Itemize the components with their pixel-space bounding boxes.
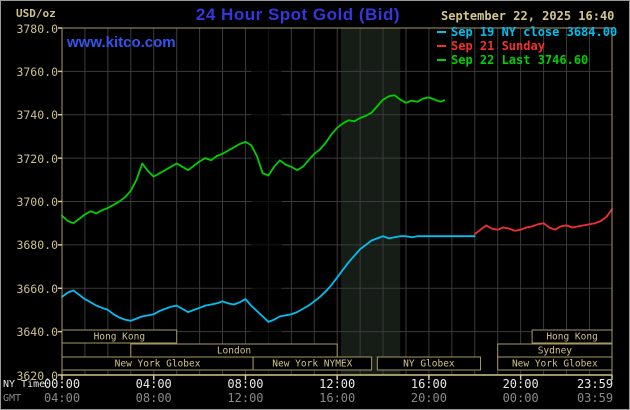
legend-label: Sep 19 NY close 3684.00 bbox=[451, 25, 618, 39]
y-tick-label: 3640.0 bbox=[16, 325, 58, 340]
session-label: New York Globex bbox=[512, 359, 598, 370]
session-label: New York Globex bbox=[115, 359, 201, 370]
x-tick-label-gmt: 00:00 bbox=[502, 391, 539, 405]
session-label: Sydney bbox=[538, 346, 573, 357]
x-tick-label-gmt: 20:00 bbox=[410, 391, 447, 405]
legend-swatch bbox=[437, 31, 446, 33]
chart-title: 24 Hour Spot Gold (Bid) bbox=[195, 5, 401, 24]
x-tick-label-ny: 16:00 bbox=[410, 377, 447, 391]
legend-item: Sep 19 NY close 3684.00 bbox=[437, 25, 617, 39]
session-label: London bbox=[217, 346, 251, 357]
y-axis-unit-label: USD/oz bbox=[16, 7, 56, 20]
y-tick-label: 3660.0 bbox=[16, 281, 58, 296]
series-line-2 bbox=[61, 94, 446, 225]
chart-legend: Sep 19 NY close 3684.00 Sep 21 Sunday Sep … bbox=[437, 25, 617, 67]
x-tick-label-ny: 20:00 bbox=[502, 377, 539, 391]
session-label: New York NYMEX bbox=[272, 359, 352, 370]
session-label: NY Globex bbox=[403, 359, 455, 370]
ny-time-axis-label: NY Time bbox=[3, 379, 46, 390]
gmt-axis-label: GMT bbox=[3, 393, 22, 404]
x-tick-label-ny: 00:00 bbox=[43, 377, 81, 391]
x-tick-label-gmt: 04:00 bbox=[43, 391, 81, 405]
x-tick-label-ny: 12:00 bbox=[319, 377, 356, 391]
legend-label: Sep 22 Last 3746.60 bbox=[451, 53, 589, 67]
x-tick-label-gmt: 16:00 bbox=[319, 391, 356, 405]
session-box bbox=[252, 356, 373, 371]
x-tick-label-gmt: 08:00 bbox=[135, 391, 172, 405]
x-tick-label-ny: 23:59 bbox=[576, 377, 614, 391]
legend-item: Sep 22 Last 3746.60 bbox=[437, 53, 617, 67]
legend-label: Sep 21 Sunday bbox=[451, 39, 545, 53]
x-tick-label-ny: 08:00 bbox=[227, 377, 264, 391]
y-tick-label: 3720.0 bbox=[16, 151, 58, 166]
series-line-1 bbox=[473, 208, 613, 235]
y-tick-label: 3780.0 bbox=[16, 21, 58, 36]
session-shade-band bbox=[251, 28, 282, 375]
datetime-label: September 22, 2025 16:40 bbox=[441, 9, 615, 23]
kitco-watermark-link[interactable]: www.kitco.com bbox=[67, 34, 176, 51]
legend-item: Sep 21 Sunday bbox=[437, 39, 617, 53]
x-tick-label-gmt: 12:00 bbox=[227, 391, 264, 405]
session-box bbox=[376, 356, 482, 371]
legend-swatch bbox=[437, 59, 446, 61]
series-line-0 bbox=[61, 235, 476, 323]
session-label: Hong Kong bbox=[94, 332, 145, 343]
legend-swatch bbox=[437, 45, 446, 47]
x-tick-label-ny: 04:00 bbox=[135, 377, 172, 391]
y-tick-label: 3680.0 bbox=[16, 238, 58, 253]
y-tick-label: 3700.0 bbox=[16, 195, 58, 209]
session-label: Hong Kong bbox=[546, 332, 597, 343]
y-tick-label: 3620.0 bbox=[16, 368, 58, 383]
y-tick-label: 3760.0 bbox=[16, 64, 58, 79]
y-tick-label: 3740.0 bbox=[16, 108, 58, 123]
x-tick-label-gmt: 03:59 bbox=[576, 391, 614, 405]
